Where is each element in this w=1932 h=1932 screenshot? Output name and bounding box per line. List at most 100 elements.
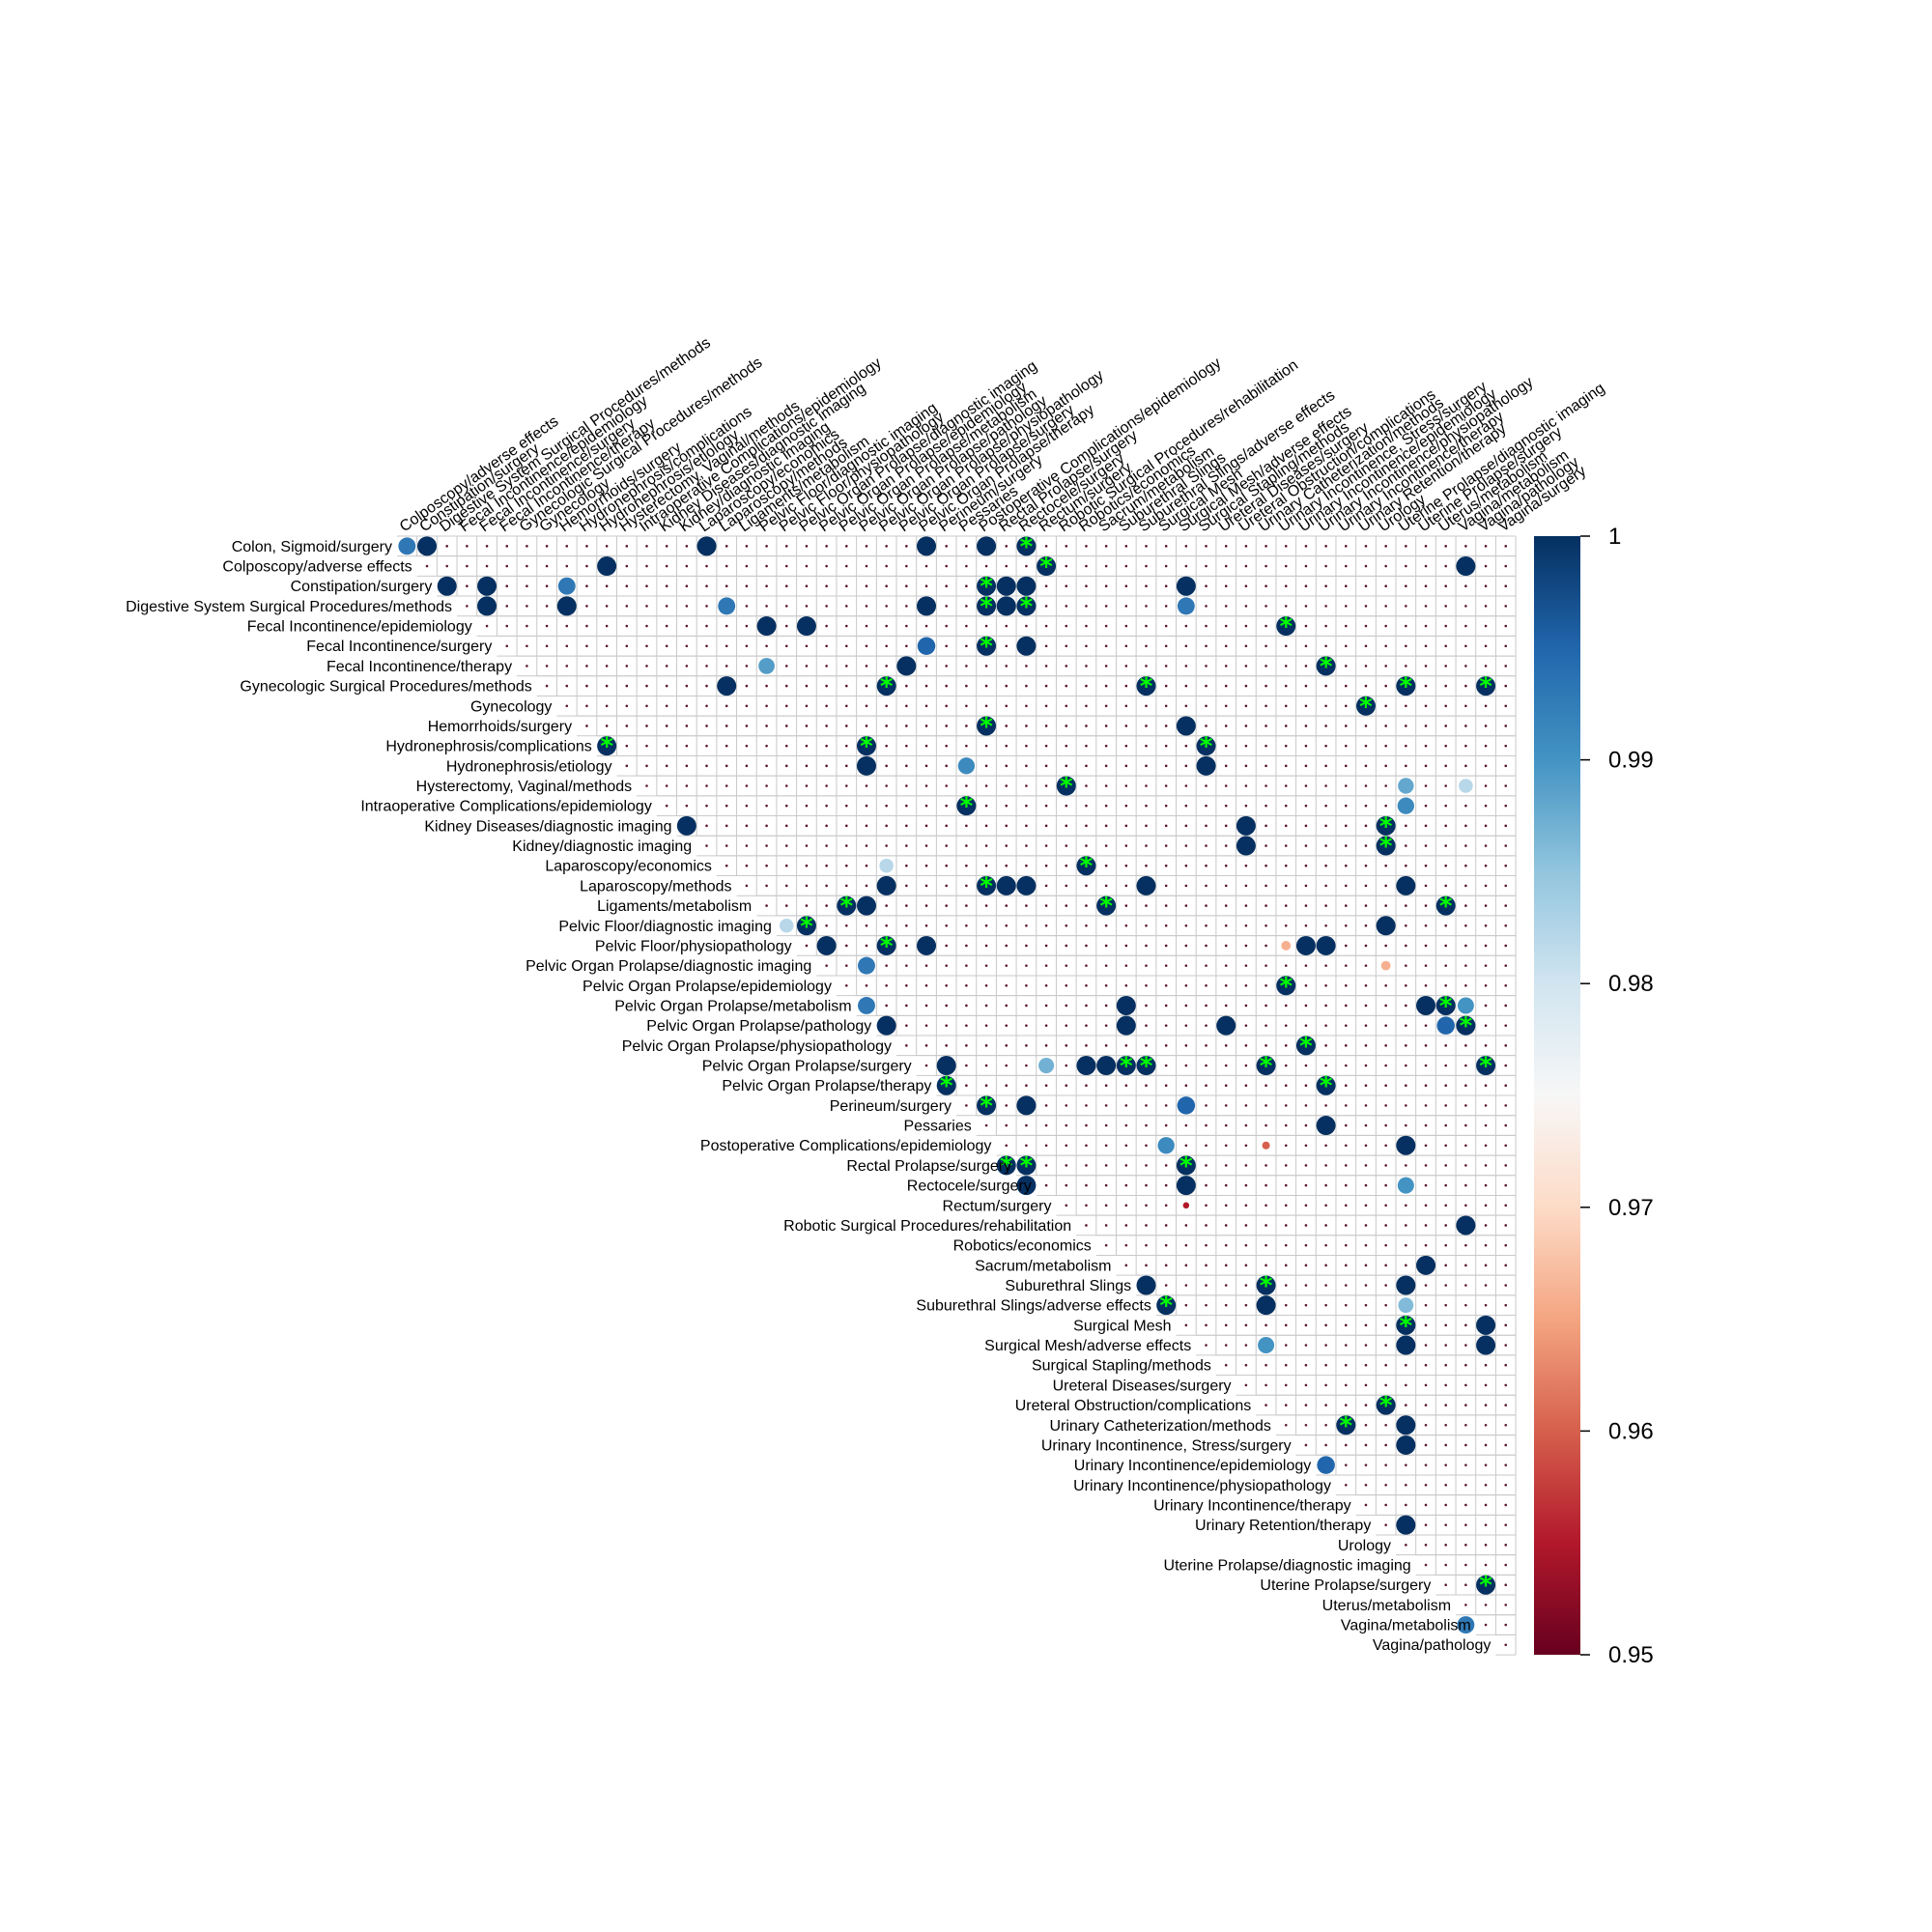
cell-dot bbox=[905, 964, 908, 967]
cell-dot bbox=[965, 744, 968, 748]
cell-dot bbox=[1324, 1164, 1327, 1167]
cell-dot bbox=[1124, 1164, 1128, 1167]
cell-dot bbox=[1444, 545, 1447, 548]
cell-dot bbox=[1504, 1443, 1508, 1447]
cell-dot bbox=[1065, 545, 1068, 548]
correlation-circle bbox=[1016, 1176, 1037, 1196]
correlation-circle bbox=[758, 658, 775, 674]
cell-dot bbox=[1224, 904, 1228, 907]
correlation-cell bbox=[858, 956, 875, 975]
cell-dot bbox=[505, 644, 509, 648]
correlation-circle bbox=[1396, 1335, 1416, 1355]
cell-dot bbox=[1484, 1604, 1488, 1606]
cell-dot bbox=[1484, 1183, 1488, 1187]
significant-cell: * bbox=[1037, 553, 1057, 582]
cell-dot bbox=[1384, 1183, 1387, 1187]
cell-dot bbox=[665, 644, 668, 648]
cell-dot bbox=[1345, 1064, 1348, 1067]
cell-dot bbox=[1364, 564, 1368, 568]
cell-dot bbox=[665, 764, 668, 768]
cell-dot bbox=[645, 744, 648, 748]
cell-dot bbox=[1504, 1164, 1508, 1167]
cell-dot bbox=[1324, 1224, 1327, 1227]
cell-dot bbox=[905, 545, 908, 548]
cell-dot bbox=[1264, 624, 1267, 628]
correlation-circle bbox=[1116, 1056, 1136, 1076]
cell-dot bbox=[1065, 964, 1068, 967]
cell-dot bbox=[1044, 1024, 1048, 1027]
cell-dot bbox=[1224, 1183, 1228, 1187]
correlation-circle bbox=[477, 596, 497, 616]
cell-dot bbox=[825, 784, 828, 787]
cell-dot bbox=[1104, 704, 1108, 708]
cell-dot bbox=[1224, 964, 1228, 967]
correlation-circle bbox=[1136, 1275, 1156, 1295]
correlation-circle bbox=[977, 716, 997, 736]
cell-dot bbox=[1464, 704, 1467, 708]
cell-dot bbox=[1504, 744, 1508, 748]
cell-dot bbox=[945, 545, 948, 548]
cell-dot bbox=[1264, 1204, 1267, 1208]
cell-dot bbox=[784, 624, 788, 628]
cell-dot bbox=[1504, 1583, 1508, 1586]
cell-dot bbox=[1164, 864, 1168, 867]
correlation-cell bbox=[977, 536, 997, 556]
cell-dot bbox=[1464, 1563, 1467, 1567]
significant-cell: * bbox=[1276, 972, 1296, 1001]
cell-dot bbox=[724, 644, 728, 648]
cell-dot bbox=[1345, 923, 1348, 927]
cell-dot bbox=[1405, 1004, 1407, 1008]
cell-dot bbox=[1364, 644, 1368, 648]
cell-dot bbox=[1264, 584, 1267, 587]
cell-dot bbox=[1224, 1084, 1228, 1087]
correlation-circle bbox=[858, 997, 875, 1014]
cell-dot bbox=[1205, 904, 1208, 907]
cell-dot bbox=[1444, 1064, 1447, 1067]
cell-dot bbox=[466, 564, 469, 568]
row-label: Urinary Retention/therapy bbox=[1195, 1518, 1371, 1534]
cell-dot bbox=[1224, 1144, 1228, 1148]
cell-dot bbox=[724, 764, 728, 768]
significance-asterisk: * bbox=[1460, 1012, 1473, 1041]
cell-dot bbox=[724, 564, 728, 568]
correlation-cell bbox=[796, 616, 816, 637]
cell-dot bbox=[1345, 644, 1348, 648]
significance-asterisk: * bbox=[1479, 1052, 1492, 1081]
cell-dot bbox=[605, 724, 609, 727]
cell-dot bbox=[865, 944, 868, 948]
cell-dot bbox=[885, 605, 888, 608]
cell-dot bbox=[1324, 1284, 1327, 1287]
cell-dot bbox=[1424, 884, 1428, 888]
significant-cell: * bbox=[1476, 1572, 1496, 1601]
cell-dot bbox=[1025, 923, 1028, 927]
colorbar-tick-label: 0.97 bbox=[1608, 1195, 1654, 1221]
cell-dot bbox=[1464, 1484, 1467, 1487]
cell-dot bbox=[1444, 1224, 1447, 1227]
cell-dot bbox=[965, 1084, 968, 1087]
correlation-cell bbox=[1457, 997, 1474, 1014]
cell-dot bbox=[526, 644, 528, 648]
cell-dot bbox=[1304, 984, 1308, 987]
cell-dot bbox=[1244, 1243, 1248, 1247]
cell-dot bbox=[1324, 624, 1327, 628]
cell-dot bbox=[1085, 624, 1088, 628]
cell-dot bbox=[1164, 764, 1168, 768]
cell-dot bbox=[1104, 764, 1108, 768]
cell-dot bbox=[765, 744, 768, 748]
cell-dot bbox=[945, 824, 948, 828]
cell-dot bbox=[1184, 984, 1188, 987]
correlation-circle bbox=[1056, 776, 1076, 796]
cell-dot bbox=[1065, 1204, 1068, 1208]
row-label: Kidney/diagnostic imaging bbox=[512, 838, 692, 855]
row-label: Surgical Mesh bbox=[1073, 1318, 1171, 1334]
cell-dot bbox=[1184, 1024, 1188, 1027]
cell-dot bbox=[1065, 624, 1068, 628]
cell-dot bbox=[845, 584, 848, 587]
cell-dot bbox=[1284, 764, 1288, 768]
cell-dot bbox=[1405, 605, 1407, 608]
cell-dot bbox=[1264, 904, 1267, 907]
cell-dot bbox=[1405, 744, 1407, 748]
cell-dot bbox=[1464, 644, 1467, 648]
cell-dot bbox=[724, 784, 728, 787]
correlation-cell bbox=[1038, 1057, 1055, 1074]
